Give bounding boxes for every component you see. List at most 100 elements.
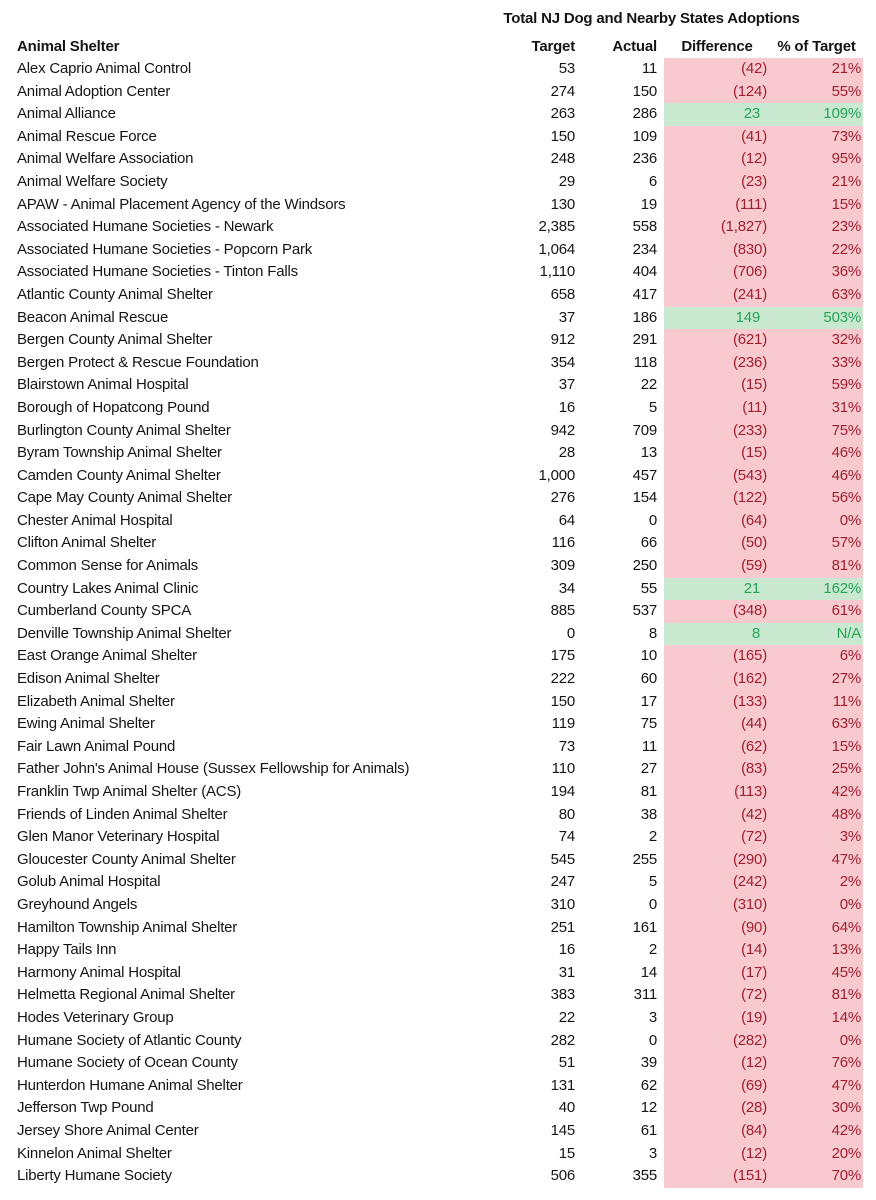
cell-actual: 55 (640, 579, 657, 597)
cell-target: 64 (558, 511, 575, 529)
cell-difference: (122) (664, 487, 770, 510)
cell-pct-of-target: 15% (770, 735, 863, 759)
cell-shelter-name: Elizabeth Animal Shelter (17, 692, 175, 710)
cell-target: 131 (550, 1076, 576, 1094)
cell-shelter-name: Fair Lawn Animal Pound (17, 737, 176, 755)
cell-target: 251 (550, 918, 576, 936)
cell-pct-of-target: 46% (770, 464, 863, 488)
table-row: Borough of Hopatcong Pound 16 5 (11) 31% (0, 396, 876, 420)
cell-difference: (133) (664, 690, 770, 714)
cell-shelter-name: Animal Adoption Center (17, 82, 171, 100)
cell-pct-of-target: 63% (770, 713, 863, 736)
cell-pct-of-target: 6% (770, 645, 863, 669)
cell-target: 276 (550, 489, 576, 507)
cell-target: 194 (550, 783, 576, 800)
cell-pct-of-target: 109% (770, 103, 863, 126)
cell-target: 110 (551, 760, 576, 778)
cell-target: 74 (558, 828, 575, 846)
cell-difference: (19) (664, 1006, 770, 1030)
cell-target: 912 (550, 331, 576, 349)
cell-shelter-name: Cumberland County SPCA (17, 602, 192, 620)
table-row: Jefferson Twp Pound 40 12 (28) 30% (0, 1097, 876, 1120)
header-row: Animal Shelter Target Actual Difference … (0, 36, 876, 58)
table-row: Hodes Veterinary Group 22 3 (19) 14% (0, 1006, 876, 1030)
cell-target: 942 (550, 421, 576, 439)
cell-target: 247 (550, 873, 576, 891)
cell-pct-of-target: N/A (770, 622, 863, 646)
table-row: Byram Township Animal Shelter 28 13 (15) 46% (0, 442, 876, 465)
cell-target: 29 (558, 172, 575, 190)
cell-actual: 60 (640, 670, 657, 688)
cell-difference: (72) (664, 826, 770, 849)
table-row: Fair Lawn Animal Pound 73 11 (62) 15% (0, 735, 876, 759)
cell-shelter-name: Burlington County Animal Shelter (17, 421, 231, 439)
cell-pct-of-target: 14% (770, 1006, 863, 1030)
cell-shelter-name: Animal Welfare Association (17, 150, 194, 168)
cell-difference: (236) (664, 351, 770, 375)
cell-pct-of-target: 15% (770, 193, 863, 217)
table-body: Alex Caprio Animal Control 53 11 (42) 21% Ani… (0, 58, 876, 1188)
cell-actual: 286 (632, 105, 658, 123)
cell-shelter-name: Bergen Protect & Rescue Foundation (17, 353, 259, 371)
cell-shelter-name: Associated Humane Societies - Newark (17, 218, 274, 236)
cell-shelter-name: Cape May County Animal Shelter (17, 489, 232, 507)
cell-target: 1,064 (538, 240, 575, 258)
cell-target: 31 (558, 963, 575, 981)
col-header-animal-shelter: Animal Shelter (17, 38, 120, 55)
table-row: Animal Alliance 263 286 23 109% (0, 103, 876, 126)
cell-shelter-name: Beacon Animal Rescue (17, 308, 169, 326)
cell-target: 506 (550, 1167, 576, 1185)
cell-target: 16 (558, 398, 575, 416)
cell-target: 354 (550, 353, 576, 371)
cell-shelter-name: Kinnelon Animal Shelter (17, 1144, 172, 1162)
table-row: Associated Humane Societies - Tinton Fal… (0, 261, 876, 284)
cell-pct-of-target: 75% (770, 419, 863, 443)
cell-target: 383 (550, 986, 576, 1004)
cell-actual: 150 (632, 82, 658, 100)
cell-pct-of-target: 32% (770, 329, 863, 352)
cell-shelter-name: Jefferson Twp Pound (17, 1099, 154, 1117)
cell-target: 309 (550, 557, 576, 575)
cell-actual: 109 (632, 127, 658, 145)
cell-target: 658 (550, 285, 576, 303)
cell-target: 53 (558, 60, 575, 77)
cell-actual: 10 (640, 647, 657, 665)
table-row: Hamilton Township Animal Shelter 251 161 (9… (0, 916, 876, 940)
cell-shelter-name: Hamilton Township Animal Shelter (17, 918, 238, 936)
table-title: Total NJ Dog and Nearby States Adoptions (503, 10, 800, 27)
cell-shelter-name: Humane Society of Ocean County (17, 1054, 238, 1072)
cell-difference: (621) (664, 329, 770, 352)
cell-target: 150 (550, 692, 576, 710)
cell-pct-of-target: 57% (770, 532, 863, 556)
cell-pct-of-target: 0% (770, 893, 863, 917)
cell-pct-of-target: 73% (770, 125, 863, 149)
cell-pct-of-target: 46% (770, 442, 863, 465)
table-row: Alex Caprio Animal Control 53 11 (42) 21% (0, 58, 876, 81)
table-row: Animal Welfare Association 248 236 (12) 95% (0, 148, 876, 171)
cell-target: 2,385 (538, 218, 575, 236)
cell-shelter-name: Associated Humane Societies - Popcorn Pa… (17, 240, 313, 258)
cell-actual: 311 (633, 986, 658, 1004)
cell-shelter-name: Animal Rescue Force (17, 127, 157, 145)
table-row: Hunterdon Humane Animal Shelter 131 62 (69)… (0, 1074, 876, 1098)
cell-shelter-name: East Orange Animal Shelter (17, 647, 197, 665)
cell-pct-of-target: 31% (770, 396, 863, 420)
cell-pct-of-target: 20% (770, 1142, 863, 1166)
table-row: Beacon Animal Rescue 37 186 149 503% (0, 306, 876, 330)
cell-actual: 2 (648, 941, 657, 959)
cell-target: 150 (550, 127, 576, 145)
cell-difference: (28) (664, 1097, 770, 1120)
table-row: Kinnelon Animal Shelter 15 3 (12) 20% (0, 1142, 876, 1166)
cell-actual: 8 (648, 624, 657, 642)
cell-pct-of-target: 2% (770, 871, 863, 894)
table-row: Denville Township Animal Shelter 0 8 8 N/A (0, 622, 876, 646)
table-row: Animal Welfare Society 29 6 (23) 21% (0, 170, 876, 194)
cell-pct-of-target: 63% (770, 283, 863, 307)
cell-pct-of-target: 61% (770, 600, 863, 623)
cell-shelter-name: Gloucester County Animal Shelter (17, 850, 236, 868)
table-row: Cape May County Animal Shelter 276 154 (122… (0, 487, 876, 510)
cell-actual: 118 (633, 353, 658, 371)
cell-difference: (290) (664, 848, 770, 872)
cell-actual: 39 (640, 1054, 657, 1072)
